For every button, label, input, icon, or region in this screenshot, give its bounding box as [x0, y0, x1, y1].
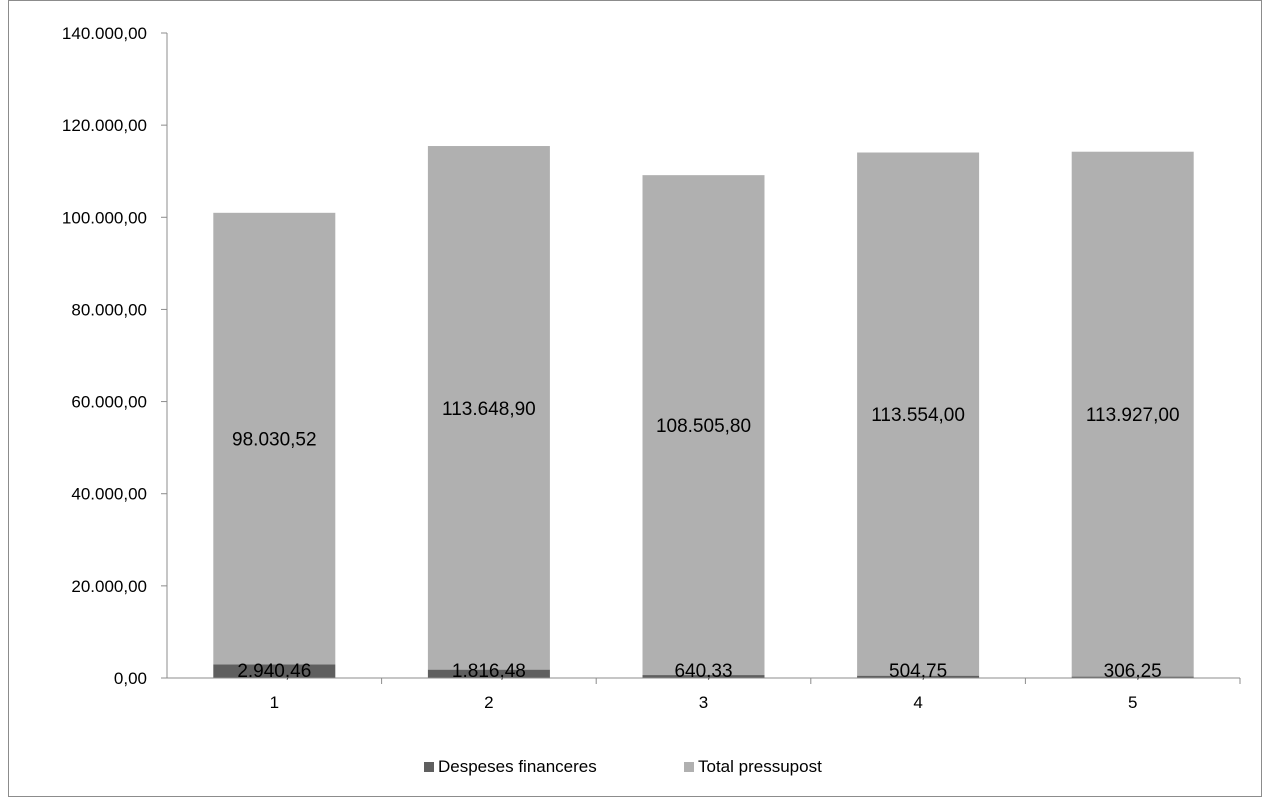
bar-despeses-financeres-1 [213, 664, 336, 678]
bar-total-pressupost-5 [1071, 151, 1194, 677]
bar-total-pressupost-2 [427, 146, 550, 670]
data-labels-group: 2.940,46 98.030,52 1.816,48 113.648,90 640,3… [232, 399, 1180, 682]
y-tick-label: 80.000,00 [71, 300, 147, 319]
bar-despeses-financeres-3 [642, 675, 765, 678]
legend-label-despeses-financeres: Despeses financeres [438, 757, 597, 776]
data-label-total-pressupost-4: 113.554,00 [871, 405, 965, 426]
bar-total-pressupost-3 [642, 175, 765, 676]
data-label-total-pressupost-3: 108.505,80 [656, 416, 751, 437]
data-label-despeses-financeres-1: 2.940,46 [237, 661, 311, 682]
bar-total-pressupost-4 [857, 152, 980, 676]
y-tick-label: 140.000,00 [62, 24, 147, 43]
data-label-total-pressupost-5: 113.927,00 [1086, 405, 1180, 426]
bar-despeses-financeres-5 [1071, 676, 1194, 678]
y-tick-label: 20.000,00 [71, 577, 147, 596]
y-tick-label: 120.000,00 [62, 116, 147, 135]
x-tick-label-3: 3 [699, 693, 708, 712]
data-label-despeses-financeres-2: 1.816,48 [452, 661, 526, 682]
bar-despeses-financeres-2 [427, 669, 550, 678]
data-label-total-pressupost-2: 113.648,90 [442, 399, 536, 420]
x-tick-label-1: 1 [270, 693, 279, 712]
x-tick-label-5: 5 [1128, 693, 1137, 712]
y-tick-label: 100.000,00 [62, 208, 147, 227]
legend-label-total-pressupost: Total pressupost [698, 757, 822, 776]
y-tick-label: 40.000,00 [71, 485, 147, 504]
legend: Despeses financeres Total pressupost [424, 757, 822, 776]
y-axis-ticks: 0,00 20.000,00 40.000,00 60.000,00 80.000,00… [62, 24, 167, 688]
y-tick-label: 60.000,00 [71, 393, 147, 412]
bar-total-pressupost-1 [213, 212, 336, 665]
legend-swatch-total-pressupost [684, 762, 694, 772]
x-tick-label-4: 4 [913, 693, 922, 712]
bar-despeses-financeres-4 [857, 675, 980, 678]
data-label-despeses-financeres-3: 640,33 [674, 661, 732, 682]
legend-swatch-despeses-financeres [424, 762, 434, 772]
data-label-total-pressupost-1: 98.030,52 [232, 430, 317, 451]
y-tick-label: 0,00 [114, 669, 147, 688]
data-label-despeses-financeres-4: 504,75 [889, 661, 947, 682]
x-axis-ticks: 1 2 3 4 5 [270, 678, 1241, 712]
bars-group [213, 146, 1194, 678]
x-tick-label-2: 2 [484, 693, 493, 712]
data-label-despeses-financeres-5: 306,25 [1104, 661, 1162, 682]
